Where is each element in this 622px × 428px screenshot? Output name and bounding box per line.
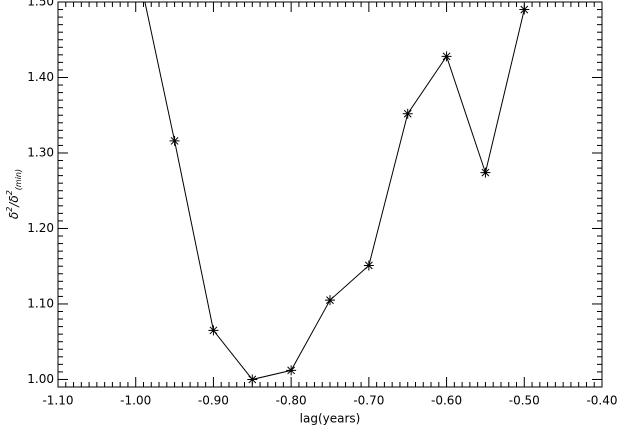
x-tick-label: -1.10 (42, 394, 73, 408)
y-axis-label: δ2/δ2(min) (5, 169, 23, 219)
marker (286, 365, 297, 376)
x-tick-label: -0.50 (509, 394, 540, 408)
x-tick-label: -0.80 (276, 394, 307, 408)
y-tick-label: 1.40 (27, 70, 54, 84)
marker (480, 167, 491, 178)
x-tick-label: -1.00 (120, 394, 151, 408)
marker (441, 51, 452, 62)
x-tick-label: -0.60 (431, 394, 462, 408)
x-tick-label: -0.90 (198, 394, 229, 408)
y-label-part: 2 (5, 207, 14, 212)
y-label-part: /δ (7, 195, 21, 207)
marker (247, 374, 258, 385)
marker (325, 295, 335, 306)
data-line (144, 2, 525, 381)
y-tick-label: 1.30 (27, 145, 54, 159)
y-label-part: (min) (14, 169, 23, 190)
plot-frame (57, 1, 603, 388)
x-tick-label: -0.40 (586, 394, 617, 408)
y-tick-label: 1.00 (27, 372, 54, 386)
y-tick-label: 1.50 (27, 0, 54, 9)
y-label-part: δ (7, 212, 21, 219)
marker (208, 325, 219, 336)
marker (402, 108, 413, 119)
y-label-part: 2 (5, 190, 14, 195)
x-axis-label: lag(years) (300, 412, 361, 426)
y-tick-label: 1.20 (27, 221, 54, 235)
marker (519, 4, 530, 15)
x-tick-label: -0.70 (353, 394, 384, 408)
marker (169, 135, 180, 146)
marker (363, 260, 374, 271)
plot-area (144, 2, 530, 385)
y-tick-label: 1.10 (27, 296, 54, 310)
